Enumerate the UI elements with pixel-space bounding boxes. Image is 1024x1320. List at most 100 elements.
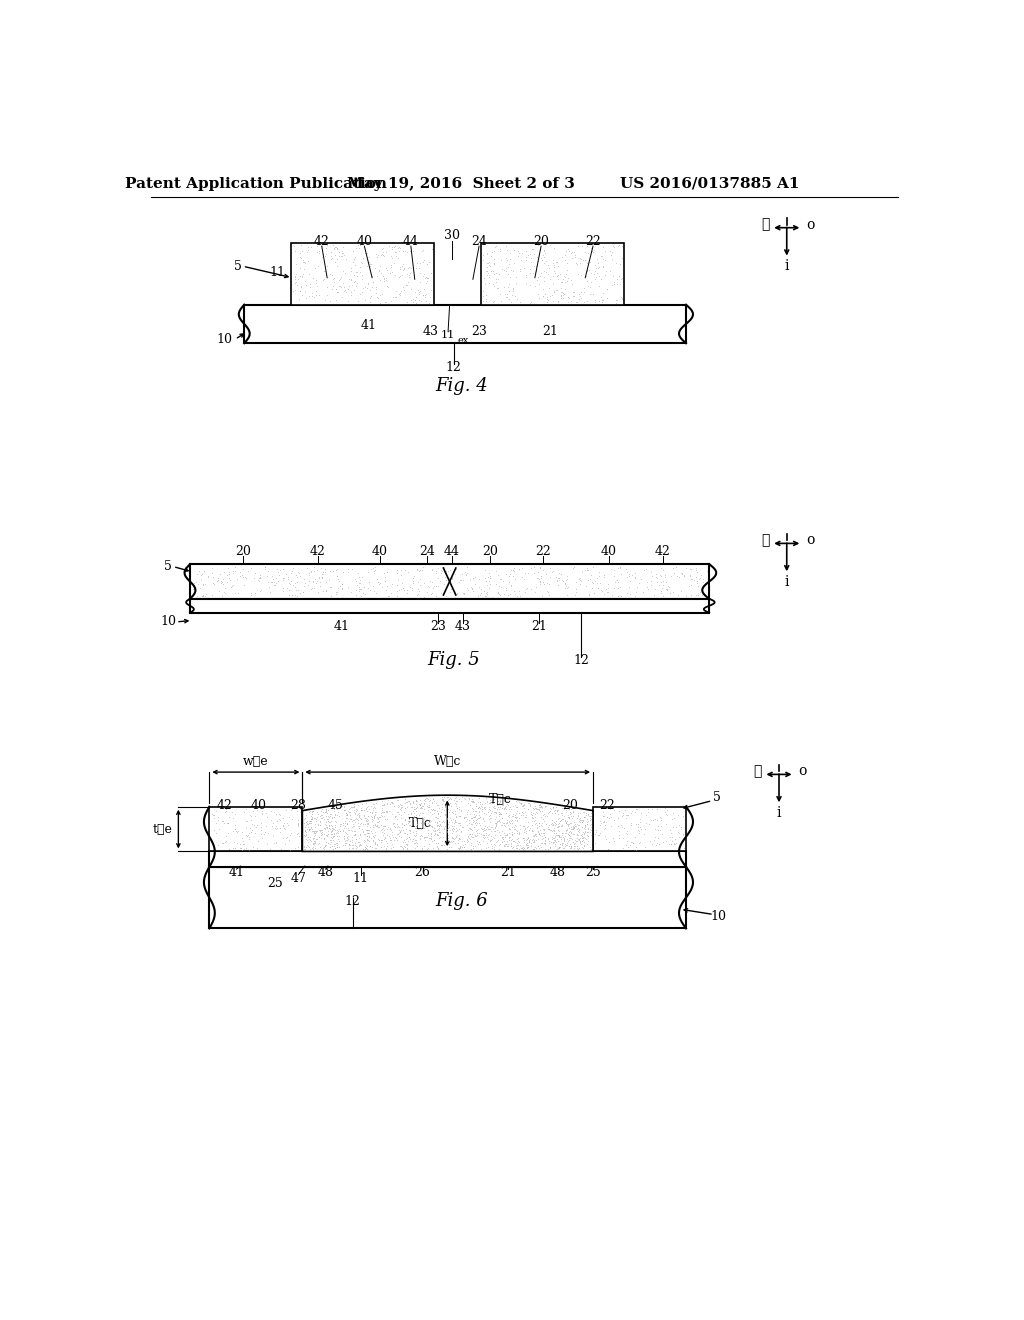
Point [590,825,606,846]
Point [338,832,354,853]
Point [583,277,599,298]
Point [507,814,523,836]
Point [487,561,504,582]
Point [395,814,412,836]
Point [316,289,333,310]
Point [309,582,326,603]
Point [547,803,563,824]
Point [349,290,366,312]
Point [399,275,416,296]
Text: 23: 23 [471,325,487,338]
Point [398,834,415,855]
Point [433,834,450,855]
Point [518,807,535,828]
Point [358,793,375,814]
Point [313,820,330,841]
Point [657,801,674,822]
Point [579,252,595,273]
Point [655,570,672,591]
Point [288,565,304,586]
Point [226,818,243,840]
Point [359,561,376,582]
Point [322,818,338,840]
Point [574,828,591,849]
Point [501,817,517,838]
Point [478,289,495,310]
Point [537,833,553,854]
Point [432,562,449,583]
Point [694,578,711,599]
Point [292,246,308,267]
Point [276,818,293,840]
Point [454,816,470,837]
Point [217,832,233,853]
Point [579,810,595,832]
Point [387,286,403,308]
Point [303,817,319,838]
Point [526,824,543,845]
Point [597,814,613,836]
Point [559,813,575,834]
Point [572,828,589,849]
Point [506,830,522,851]
Point [559,818,575,840]
Point [394,573,411,594]
Point [335,260,351,281]
Point [365,814,381,836]
Point [504,822,520,843]
Point [387,246,403,267]
Point [327,822,343,843]
Point [316,822,333,843]
Point [621,837,637,858]
Point [436,557,453,578]
Point [550,825,566,846]
Point [557,576,573,597]
Point [451,799,467,820]
Point [570,814,587,836]
Point [189,574,206,595]
Point [438,825,455,846]
Point [358,820,375,841]
Point [463,818,479,840]
Point [629,576,645,597]
Point [479,818,496,840]
Point [349,795,366,816]
Point [536,818,552,840]
Point [571,247,588,268]
Point [402,796,419,817]
Point [591,566,607,587]
Point [555,284,571,305]
Point [503,576,519,597]
Point [530,568,547,589]
Point [356,813,373,834]
Point [384,837,400,858]
Point [297,825,313,846]
Point [328,583,344,605]
Point [347,238,364,259]
Point [503,836,519,857]
Point [548,796,564,817]
Point [412,825,428,846]
Point [481,816,498,837]
Point [326,268,342,289]
Text: May 19, 2016  Sheet 2 of 3: May 19, 2016 Sheet 2 of 3 [347,177,575,191]
Point [547,814,563,836]
Point [587,824,603,845]
Point [364,807,380,828]
Point [377,292,393,313]
Point [519,833,536,854]
Point [360,820,377,841]
Point [253,820,269,841]
Point [542,830,558,851]
Point [653,557,670,578]
Point [371,260,387,281]
Point [526,562,543,583]
Point [531,265,548,286]
Point [549,838,565,859]
Point [428,576,444,597]
Point [572,248,589,269]
Point [420,837,436,858]
Point [348,261,365,282]
Point [352,824,369,845]
Point [479,243,496,264]
